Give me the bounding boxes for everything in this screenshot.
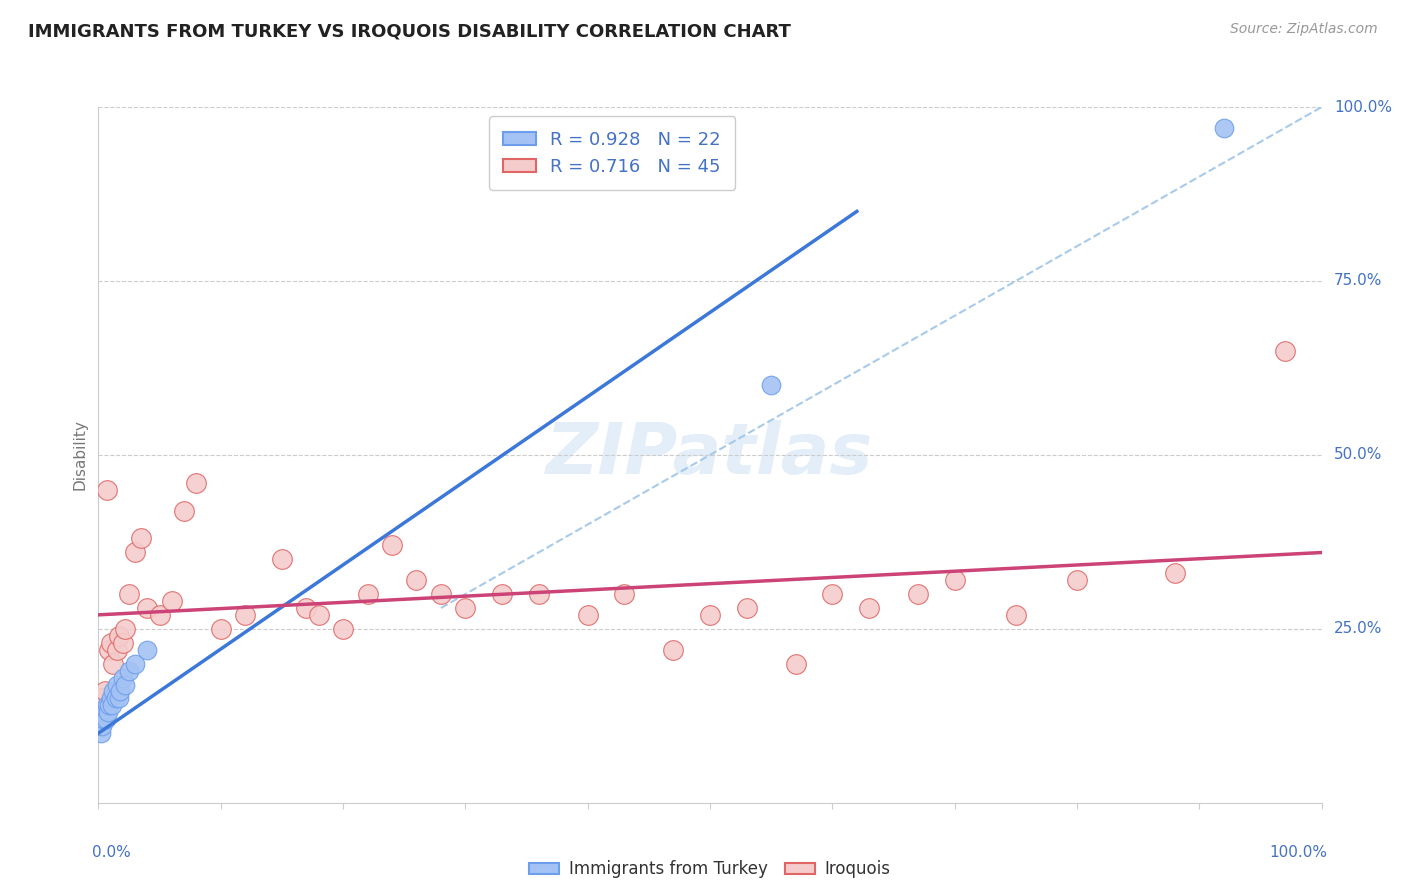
Point — [111, 636, 134, 650]
Point — [821, 587, 844, 601]
Point — [100, 636, 122, 650]
Point — [173, 503, 195, 517]
Point — [1066, 573, 1088, 587]
Text: 100.0%: 100.0% — [1270, 845, 1327, 860]
Point — [430, 587, 453, 601]
Point — [98, 642, 121, 657]
Point — [96, 698, 118, 713]
Text: 50.0%: 50.0% — [1334, 448, 1382, 462]
Legend: Immigrants from Turkey, Iroquois: Immigrants from Turkey, Iroquois — [523, 854, 897, 885]
Point — [136, 642, 159, 657]
Point — [105, 642, 128, 657]
Point — [332, 622, 354, 636]
Point — [101, 698, 124, 713]
Point — [1164, 566, 1187, 581]
Point — [118, 587, 141, 601]
Point — [136, 601, 159, 615]
Point — [101, 684, 124, 698]
Point — [454, 601, 477, 615]
Point — [114, 677, 136, 691]
Point — [118, 664, 141, 678]
Point — [613, 587, 636, 601]
Point — [209, 622, 232, 636]
Point — [1274, 343, 1296, 358]
Point — [858, 601, 880, 615]
Point — [356, 587, 378, 601]
Text: Source: ZipAtlas.com: Source: ZipAtlas.com — [1230, 22, 1378, 37]
Point — [91, 719, 114, 733]
Point — [295, 601, 318, 615]
Point — [91, 712, 114, 726]
Point — [124, 545, 146, 559]
Point — [576, 607, 599, 622]
Point — [1212, 120, 1234, 135]
Text: 0.0%: 0.0% — [93, 845, 131, 860]
Point — [114, 622, 136, 636]
Point — [124, 657, 146, 671]
Point — [160, 594, 183, 608]
Text: IMMIGRANTS FROM TURKEY VS IROQUOIS DISABILITY CORRELATION CHART: IMMIGRANTS FROM TURKEY VS IROQUOIS DISAB… — [28, 22, 792, 40]
Point — [111, 671, 134, 685]
Text: ZIPatlas: ZIPatlas — [547, 420, 873, 490]
Point — [270, 552, 294, 566]
Point — [91, 691, 114, 706]
Point — [101, 657, 124, 671]
Point — [662, 642, 685, 657]
Text: 75.0%: 75.0% — [1334, 274, 1382, 288]
Y-axis label: Disability: Disability — [72, 419, 87, 491]
Point — [186, 475, 208, 490]
Point — [110, 684, 132, 698]
Point — [94, 712, 117, 726]
Point — [93, 706, 115, 720]
Point — [100, 691, 122, 706]
Point — [1004, 607, 1026, 622]
Point — [98, 698, 121, 713]
Point — [699, 607, 721, 622]
Point — [96, 483, 118, 497]
Point — [381, 538, 404, 552]
Point — [108, 629, 131, 643]
Point — [105, 677, 128, 691]
Point — [761, 378, 783, 392]
Point — [97, 706, 120, 720]
Point — [943, 573, 966, 587]
Point — [233, 607, 256, 622]
Point — [491, 587, 513, 601]
Point — [735, 601, 758, 615]
Point — [104, 691, 127, 706]
Point — [93, 684, 115, 698]
Point — [308, 607, 330, 622]
Point — [405, 573, 427, 587]
Point — [907, 587, 929, 601]
Point — [149, 607, 172, 622]
Point — [785, 657, 807, 671]
Point — [129, 532, 152, 546]
Text: 100.0%: 100.0% — [1334, 100, 1392, 114]
Point — [108, 691, 131, 706]
Point — [90, 726, 112, 740]
Point — [527, 587, 550, 601]
Text: 25.0%: 25.0% — [1334, 622, 1382, 636]
